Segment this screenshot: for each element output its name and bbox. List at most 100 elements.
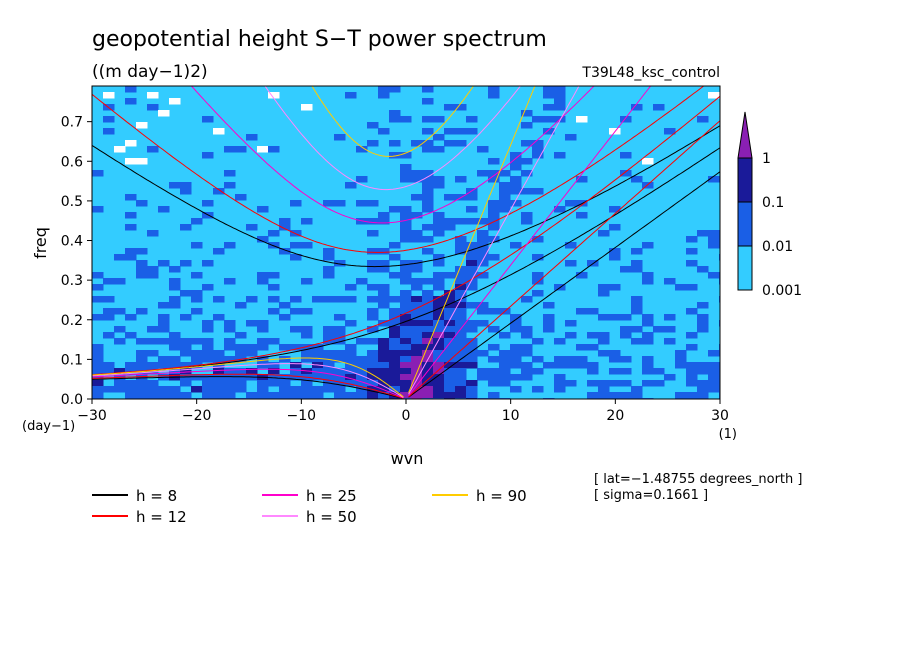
heatmap-cell-574 [235, 350, 247, 357]
heatmap-cell-469 [389, 326, 401, 333]
heatmap-cell-122 [422, 182, 434, 189]
heatmap-cell-226 [389, 242, 401, 249]
heatmap-cell-540 [180, 344, 192, 351]
heatmap-cell-164 [499, 206, 511, 213]
heatmap-cell-27 [631, 104, 643, 111]
heatmap-cell-538 [92, 344, 104, 351]
heatmap-cell-284 [455, 266, 467, 273]
heatmap-cell-193 [279, 224, 291, 231]
heatmap-cell-493 [389, 332, 401, 339]
heatmap-cell-332 [411, 284, 423, 291]
heatmap-cell-554 [411, 344, 423, 351]
heatmap-cell-525 [400, 338, 412, 345]
heatmap-cell-764 [136, 380, 148, 387]
heatmap-cell-269 [433, 260, 445, 267]
heatmap-cell-64 [389, 140, 401, 147]
heatmap-cell-40 [543, 116, 555, 123]
heatmap-cell-535 [631, 338, 643, 345]
heatmap-cell-354 [213, 296, 225, 303]
heatmap-cell-654 [356, 362, 368, 369]
heatmap-cell-295 [323, 272, 335, 279]
heatmap-cell-24 [455, 104, 467, 111]
heatmap-cell-262 [180, 260, 192, 267]
heatmap-cell-649 [268, 362, 280, 369]
heatmap-cell-524 [389, 338, 401, 345]
heatmap-cell-839 [697, 386, 709, 393]
heatmap-cell-602 [158, 356, 170, 363]
heatmap-cell-715 [620, 368, 632, 375]
heatmap-cell-277 [147, 266, 159, 273]
heatmap-cell-352 [169, 296, 181, 303]
heatmap-cell-67 [444, 140, 456, 147]
heatmap-cell-579 [334, 350, 346, 357]
heatmap-cell-445 [411, 320, 423, 327]
heatmap-cell-272 [565, 260, 577, 267]
heatmap-cell-767 [202, 380, 214, 387]
heatmap-cell-367 [422, 296, 434, 303]
heatmap-cell-829 [422, 386, 434, 393]
heatmap-cell-643 [158, 362, 170, 369]
heatmap-cell-713 [587, 368, 599, 375]
heatmap-cell-393 [191, 308, 203, 315]
heatmap-cell-832 [455, 386, 467, 393]
heatmap-cell-29 [158, 110, 170, 117]
heatmap-cell-0 [125, 86, 137, 93]
heatmap-cell-580 [345, 350, 357, 357]
heatmap-cell-292 [191, 272, 203, 279]
heatmap-cell-785 [433, 380, 445, 387]
heatmap-cell-418 [279, 314, 291, 321]
heatmap-cell-311 [224, 278, 236, 285]
heatmap-cell-604 [191, 356, 203, 363]
heatmap-cell-309 [114, 278, 126, 285]
heatmap-cell-860 [356, 392, 368, 399]
heatmap-cell-550 [345, 344, 357, 351]
heatmap-cell-711 [521, 368, 533, 375]
heatmap-cell-695 [323, 368, 335, 375]
heatmap-cell-136 [235, 194, 247, 201]
heatmap-cell-23 [444, 104, 456, 111]
heatmap-cell-781 [389, 380, 401, 387]
heatmap-cell-611 [301, 356, 313, 363]
heatmap-cell-31 [521, 110, 533, 117]
heatmap-cell-466 [323, 326, 335, 333]
heatmap-cell-30 [389, 110, 401, 117]
heatmap-cell-357 [290, 296, 302, 303]
heatmap-cell-173 [488, 212, 500, 219]
heatmap-cell-599 [719, 350, 720, 357]
heatmap-cell-616 [356, 356, 368, 363]
heatmap-cell-526 [411, 338, 423, 345]
heatmap-cell-375 [169, 302, 181, 309]
heatmap-cell-699 [367, 368, 379, 375]
heatmap-cell-314 [356, 278, 368, 285]
heatmap-cell-91 [488, 158, 500, 165]
heatmap-cell-439 [246, 320, 258, 327]
heatmap-cell-494 [400, 332, 412, 339]
heatmap-cell-175 [576, 212, 588, 219]
heatmap-cell-853 [268, 392, 280, 399]
heatmap-cell-742 [356, 374, 368, 381]
heatmap-cell-449 [455, 320, 467, 327]
heatmap-cell-340 [686, 284, 698, 291]
heatmap-cell-848 [202, 392, 214, 399]
heatmap-cell-681 [114, 368, 126, 375]
heatmap-cell-694 [312, 368, 324, 375]
heatmap-cell-838 [631, 386, 643, 393]
heatmap-cell-177 [279, 218, 291, 225]
heatmap-cell-571 [191, 350, 203, 357]
heatmap-cell-230 [510, 242, 522, 249]
heatmap-cell-427 [455, 314, 467, 321]
heatmap-cell-690 [246, 368, 258, 375]
heatmap-cell-196 [433, 224, 445, 231]
heatmap-cell-310 [169, 278, 181, 285]
heatmap-cell-474 [444, 326, 456, 333]
heatmap-cell-866 [422, 392, 434, 399]
colorbar-label-2: 0.01 [762, 239, 793, 255]
heatmap-cell-701 [389, 368, 401, 375]
heatmap-cell-534 [598, 338, 610, 345]
heatmap-cell-820 [312, 386, 324, 393]
x-tick-label-1: −20 [182, 408, 212, 424]
heatmap-cells [92, 86, 720, 399]
heatmap-cell-229 [477, 242, 489, 249]
heatmap-cell-552 [389, 344, 401, 351]
heatmap-cell-411 [686, 308, 698, 315]
